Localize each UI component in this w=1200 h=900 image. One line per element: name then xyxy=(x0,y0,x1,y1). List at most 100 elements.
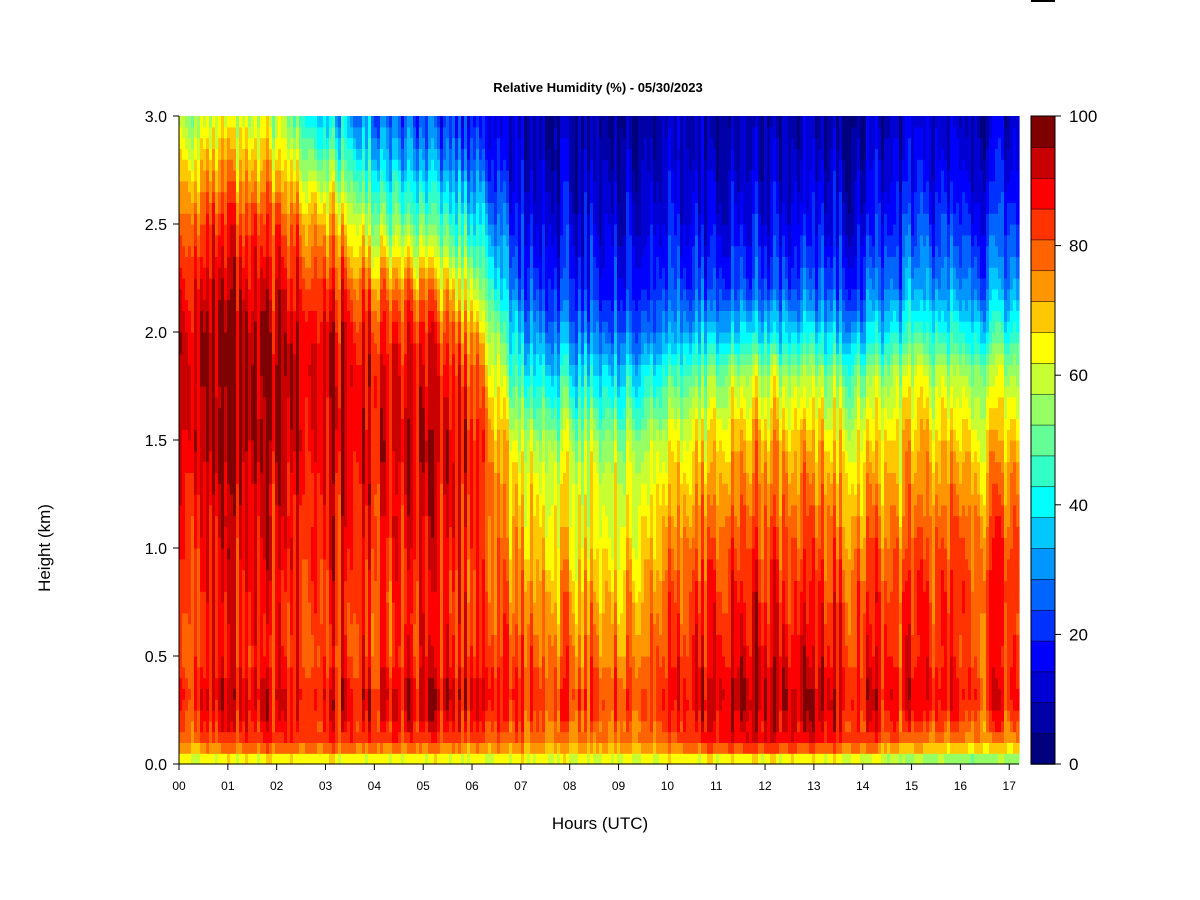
heatmap-cell xyxy=(335,429,339,441)
heatmap-cell xyxy=(389,267,393,279)
heatmap-cell xyxy=(236,256,240,268)
heatmap-cell xyxy=(275,191,279,203)
heatmap-cell xyxy=(287,591,291,603)
heatmap-cell xyxy=(401,364,405,376)
heatmap-cell xyxy=(338,623,342,635)
heatmap-cell xyxy=(350,170,354,182)
heatmap-cell xyxy=(242,602,246,614)
heatmap-cell xyxy=(293,364,297,376)
heatmap-cell xyxy=(338,558,342,571)
heatmap-cell xyxy=(356,548,360,560)
heatmap-cell xyxy=(392,677,396,689)
heatmap-cell xyxy=(269,386,273,398)
heatmap-cell xyxy=(293,591,297,603)
heatmap-cell xyxy=(293,472,297,484)
heatmap-cell xyxy=(359,645,363,657)
heatmap-cell xyxy=(194,720,198,733)
heatmap-cell xyxy=(356,677,360,689)
heatmap-cell xyxy=(218,429,222,441)
heatmap-cell xyxy=(395,310,399,322)
heatmap-cell xyxy=(206,602,210,614)
heatmap-cell xyxy=(302,213,306,225)
heatmap-cell xyxy=(278,353,282,365)
heatmap-cell xyxy=(275,386,279,398)
heatmap-cell xyxy=(203,429,207,441)
heatmap-cell xyxy=(194,580,198,592)
heatmap-cell xyxy=(416,126,420,139)
heatmap-cell xyxy=(272,742,276,754)
heatmap-cell xyxy=(353,515,357,527)
heatmap-cell xyxy=(224,180,228,193)
heatmap-cell xyxy=(398,656,402,668)
heatmap-cell xyxy=(359,710,363,722)
heatmap-cell xyxy=(281,310,285,322)
heatmap-cell xyxy=(188,742,192,754)
heatmap-cell xyxy=(335,299,339,311)
heatmap-cell xyxy=(353,429,357,441)
heatmap-cell xyxy=(290,569,294,581)
heatmap-cell xyxy=(185,429,189,441)
heatmap-cell xyxy=(272,137,276,149)
heatmap-cell xyxy=(287,710,291,722)
heatmap-cell xyxy=(218,418,222,430)
heatmap-cell xyxy=(290,429,294,441)
heatmap-cell xyxy=(323,472,327,484)
heatmap-cell xyxy=(425,440,429,452)
heatmap-cell xyxy=(248,321,252,333)
heatmap-cell xyxy=(320,407,324,419)
heatmap-cell xyxy=(299,720,303,733)
heatmap-cell xyxy=(299,504,303,517)
heatmap-cell xyxy=(356,504,360,517)
heatmap-cell xyxy=(329,688,333,700)
heatmap-cell xyxy=(260,688,264,700)
heatmap-cell xyxy=(383,126,387,139)
heatmap-cell xyxy=(395,353,399,365)
heatmap-cell xyxy=(221,234,225,247)
heatmap-cell xyxy=(185,180,189,193)
heatmap-cell xyxy=(212,720,216,733)
heatmap-cell xyxy=(203,720,207,733)
heatmap-cell xyxy=(380,159,384,171)
heatmap-cell xyxy=(272,224,276,236)
heatmap-cell xyxy=(251,472,255,484)
heatmap-cell xyxy=(329,278,333,290)
heatmap-cell xyxy=(407,753,411,765)
heatmap-cell xyxy=(191,494,195,506)
heatmap-cell xyxy=(290,396,294,409)
heatmap-cell xyxy=(221,591,225,603)
heatmap-cell xyxy=(341,256,345,268)
heatmap-cell xyxy=(320,126,324,139)
heatmap-cell xyxy=(317,677,321,689)
heatmap-cell xyxy=(230,656,234,668)
heatmap-cell xyxy=(314,418,318,430)
heatmap-cell xyxy=(179,612,183,625)
heatmap-cell xyxy=(356,494,360,506)
heatmap-cell xyxy=(251,180,255,193)
heatmap-cell xyxy=(290,137,294,149)
heatmap-cell xyxy=(206,677,210,689)
heatmap-cell xyxy=(263,396,267,409)
heatmap-cell xyxy=(272,386,276,398)
heatmap-cell xyxy=(287,558,291,571)
heatmap-cell xyxy=(248,548,252,560)
heatmap-cell xyxy=(227,224,231,236)
heatmap-cell xyxy=(365,623,369,635)
heatmap-cell xyxy=(353,310,357,322)
heatmap-cell xyxy=(389,677,393,689)
heatmap-cell xyxy=(419,537,423,549)
heatmap-cell xyxy=(212,515,216,527)
heatmap-cell xyxy=(194,472,198,484)
heatmap-cell xyxy=(311,580,315,592)
heatmap-cell xyxy=(413,526,417,538)
heatmap-cell xyxy=(200,569,204,581)
heatmap-cell xyxy=(245,375,249,387)
heatmap-cell xyxy=(311,623,315,635)
heatmap-cell xyxy=(221,753,225,765)
heatmap-cell xyxy=(287,494,291,506)
heatmap-cell xyxy=(425,148,429,160)
heatmap-cell xyxy=(215,688,219,700)
heatmap-cell xyxy=(245,202,249,214)
heatmap-cell xyxy=(377,407,381,419)
heatmap-cell xyxy=(311,116,315,128)
heatmap-cell xyxy=(308,299,312,311)
